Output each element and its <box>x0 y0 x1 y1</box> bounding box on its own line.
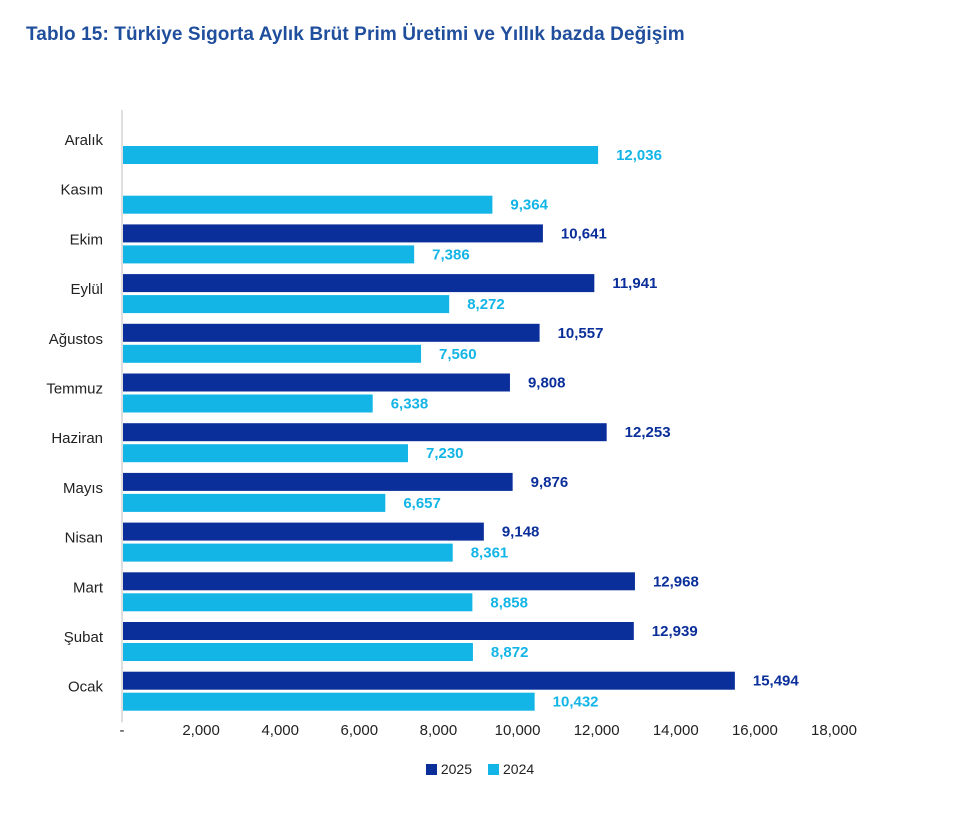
data-label-2025: 15,494 <box>753 673 800 690</box>
data-label-2025: 10,557 <box>558 325 604 342</box>
bar-2024-11 <box>123 643 473 661</box>
data-label-2025: 12,939 <box>652 623 698 640</box>
category-label: Ocak <box>68 679 104 696</box>
category-label: Ağustos <box>49 331 103 348</box>
chart-title: Tablo 15: Türkiye Sigorta Aylık Brüt Pri… <box>26 24 685 45</box>
bar-2025-4 <box>123 274 595 293</box>
data-label-2024: 8,858 <box>490 594 528 611</box>
bar-2025-8 <box>123 472 513 491</box>
bar-2025-7 <box>123 423 607 442</box>
category-label: Kasım <box>60 182 103 199</box>
bar-2025-3 <box>123 224 543 243</box>
bar-2024-1 <box>123 146 599 164</box>
legend-label-2024: 2024 <box>503 761 535 777</box>
data-label-2024: 9,364 <box>510 197 548 214</box>
x-tick-label: 2,000 <box>182 722 220 739</box>
category-label: Mayıs <box>63 480 103 497</box>
x-tick-label: 6,000 <box>341 722 379 739</box>
data-label-2025: 11,941 <box>612 275 657 292</box>
data-label-2024: 8,361 <box>471 545 509 562</box>
data-label-2024: 7,386 <box>432 246 470 263</box>
x-tick-label: - <box>120 722 125 739</box>
category-label: Ekim <box>70 231 103 248</box>
bar-2025-12 <box>123 671 735 690</box>
data-label-2024: 8,872 <box>491 644 529 661</box>
bar-2025-10 <box>123 572 635 591</box>
legend-swatch-2025 <box>425 763 437 775</box>
category-label: Mart <box>73 579 104 596</box>
data-label-2025: 9,148 <box>502 524 540 541</box>
legend-item-2024: 2024 <box>488 761 534 777</box>
bar-2024-6 <box>123 394 373 413</box>
bar-2024-7 <box>123 444 408 463</box>
data-label-2024: 10,432 <box>553 694 599 711</box>
x-tick-label: 4,000 <box>261 722 299 739</box>
data-label-2025: 9,808 <box>528 375 566 392</box>
bar-2025-6 <box>123 373 510 392</box>
x-tick-label: 18,000 <box>811 722 857 739</box>
data-label-2024: 8,272 <box>467 296 505 313</box>
bar-2024-8 <box>123 493 386 512</box>
data-label-2024: 7,560 <box>439 346 477 363</box>
bar-2024-4 <box>123 295 450 314</box>
data-label-2025: 12,968 <box>653 573 699 590</box>
legend: 2025 2024 <box>0 761 960 777</box>
legend-swatch-2024 <box>488 763 499 775</box>
x-tick-label: 12,000 <box>574 722 620 739</box>
legend-label-2025: 2025 <box>440 761 472 777</box>
category-label: Şubat <box>64 629 104 646</box>
bar-2024-3 <box>123 245 415 264</box>
data-label-2024: 7,230 <box>426 445 464 462</box>
data-label-2024: 6,338 <box>391 396 429 413</box>
data-label-2025: 12,253 <box>625 424 671 441</box>
bar-2025-5 <box>123 323 540 342</box>
category-label: Aralık <box>65 132 104 149</box>
x-tick-label: 8,000 <box>420 722 458 739</box>
bar-2024-12 <box>123 692 535 711</box>
x-tick-label: 14,000 <box>653 722 699 739</box>
category-label: Nisan <box>65 530 103 547</box>
data-label-2025: 10,641 <box>561 225 607 242</box>
data-label-2025: 9,876 <box>531 474 569 491</box>
data-label-2024: 6,657 <box>403 495 441 512</box>
bar-2024-2 <box>123 195 493 214</box>
data-label-2024: 12,036 <box>616 147 662 164</box>
x-tick-label: 16,000 <box>732 722 778 739</box>
bar-2024-5 <box>123 344 422 363</box>
category-label: Haziran <box>51 430 103 447</box>
bar-2024-10 <box>123 593 473 612</box>
bar-2025-11 <box>123 622 634 640</box>
x-tick-label: 10,000 <box>495 722 541 739</box>
category-label: Eylül <box>70 281 103 298</box>
bar-2024-9 <box>123 543 453 562</box>
category-label: Temmuz <box>46 381 103 398</box>
legend-item-2025: 2025 <box>425 761 472 777</box>
bar-2025-9 <box>123 522 484 541</box>
